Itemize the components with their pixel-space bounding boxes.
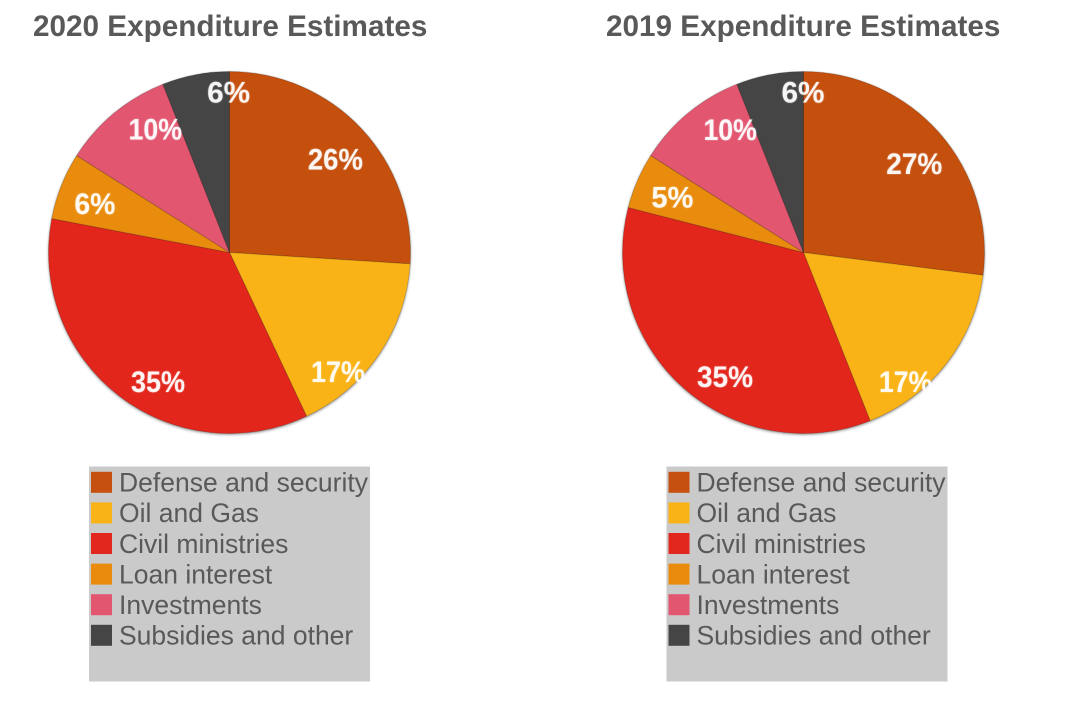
svg-text:Investments: Investments <box>697 590 840 620</box>
svg-text:5%: 5% <box>651 182 693 215</box>
svg-text:17%: 17% <box>311 356 365 389</box>
svg-text:6%: 6% <box>207 76 250 109</box>
svg-text:Loan interest: Loan interest <box>119 559 273 589</box>
svg-text:6%: 6% <box>782 76 825 109</box>
svg-text:Loan interest: Loan interest <box>697 559 851 589</box>
svg-text:26%: 26% <box>308 144 363 177</box>
svg-text:2019 Expenditure Estimates: 2019 Expenditure Estimates <box>606 10 1000 43</box>
svg-text:Subsidies and other: Subsidies and other <box>697 621 931 651</box>
svg-text:Oil and Gas: Oil and Gas <box>119 498 259 528</box>
svg-text:6%: 6% <box>74 188 115 221</box>
svg-text:Oil and Gas: Oil and Gas <box>697 498 837 528</box>
svg-text:Defense and security: Defense and security <box>697 468 947 498</box>
svg-text:17%: 17% <box>879 366 932 399</box>
svg-text:2020 Expenditure Estimates: 2020 Expenditure Estimates <box>33 10 427 43</box>
svg-text:Defense and security: Defense and security <box>119 468 369 498</box>
svg-text:10%: 10% <box>129 114 183 147</box>
svg-text:35%: 35% <box>697 361 753 394</box>
svg-text:27%: 27% <box>886 148 942 181</box>
svg-text:Subsidies and other: Subsidies and other <box>119 621 353 651</box>
svg-text:10%: 10% <box>703 114 757 147</box>
svg-text:35%: 35% <box>131 366 185 399</box>
svg-text:Investments: Investments <box>119 590 262 620</box>
svg-text:Civil ministries: Civil ministries <box>697 529 866 559</box>
svg-text:Civil ministries: Civil ministries <box>119 529 288 559</box>
